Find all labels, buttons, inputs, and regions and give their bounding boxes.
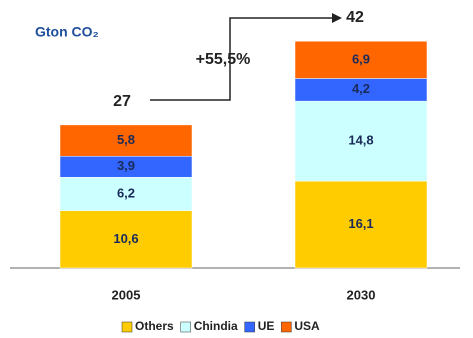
legend-label: UE bbox=[258, 319, 275, 333]
total-label: 27 bbox=[113, 93, 131, 110]
legend-swatch bbox=[281, 321, 292, 333]
category-label: 2005 bbox=[112, 287, 141, 302]
bar-segment bbox=[294, 100, 428, 182]
growth-arrow bbox=[150, 17, 333, 101]
legend-swatch bbox=[244, 321, 255, 333]
arrow-head bbox=[332, 13, 342, 23]
value-label: 6,9 bbox=[352, 51, 370, 66]
value-label: 5,8 bbox=[117, 132, 135, 147]
value-label: 16,1 bbox=[348, 216, 373, 231]
chart-title: Gton CO₂ bbox=[35, 24, 99, 40]
bar-segment bbox=[294, 40, 428, 79]
value-label: 14,8 bbox=[348, 133, 373, 148]
legend-swatch bbox=[180, 321, 191, 333]
legend-label: USA bbox=[294, 319, 320, 333]
legend-label: Others bbox=[135, 319, 174, 333]
legend-swatch bbox=[121, 321, 133, 333]
bar-segment bbox=[59, 124, 193, 157]
total-label: 42 bbox=[346, 9, 364, 26]
category-label: 2030 bbox=[347, 287, 376, 302]
value-label: 6,2 bbox=[117, 185, 135, 200]
value-label: 10,6 bbox=[113, 231, 138, 246]
legend-label: Chindia bbox=[194, 319, 238, 333]
annotation: +55,5% bbox=[196, 51, 251, 68]
bar-segment bbox=[59, 210, 193, 269]
value-label: 3,9 bbox=[117, 158, 135, 173]
value-label: 4,2 bbox=[352, 81, 370, 96]
